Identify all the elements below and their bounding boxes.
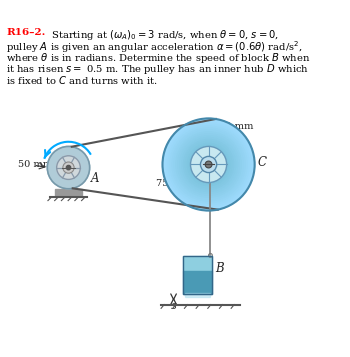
Text: Starting at $(\omega_A)_0 = 3$ rad/s, when $\theta = 0$, $s = 0$,: Starting at $(\omega_A)_0 = 3$ rad/s, wh… (45, 27, 279, 41)
Text: 150 mm: 150 mm (213, 121, 254, 131)
Circle shape (164, 120, 253, 208)
Text: R16–2.: R16–2. (6, 27, 46, 36)
Circle shape (172, 128, 245, 201)
Text: where $\theta$ is in radians. Determine the speed of block $B$ when: where $\theta$ is in radians. Determine … (6, 51, 311, 65)
Circle shape (170, 126, 247, 203)
Circle shape (205, 161, 212, 169)
Circle shape (199, 155, 218, 174)
Text: $s$: $s$ (170, 301, 177, 311)
Circle shape (197, 153, 220, 176)
Text: 75 mm: 75 mm (156, 178, 190, 188)
Circle shape (63, 162, 74, 173)
Bar (183, 256, 212, 271)
Text: pulley $A$ is given an angular acceleration $\alpha = (0.6\theta)$ rad/s$^2$,: pulley $A$ is given an angular accelerat… (6, 39, 303, 55)
Circle shape (203, 159, 214, 170)
Text: C: C (257, 156, 266, 170)
Circle shape (182, 137, 236, 191)
Circle shape (201, 157, 216, 172)
Circle shape (193, 149, 224, 180)
Text: A: A (91, 172, 100, 185)
Circle shape (166, 122, 251, 207)
Text: is fixed to $C$ and turns with it.: is fixed to $C$ and turns with it. (6, 74, 158, 86)
Circle shape (205, 161, 212, 168)
Circle shape (191, 147, 226, 182)
Circle shape (66, 165, 71, 170)
Bar (183, 256, 212, 294)
Bar (186, 293, 210, 297)
Text: it has risen $s =$ 0.5 m. The pulley has an inner hub $D$ which: it has risen $s =$ 0.5 m. The pulley has… (6, 62, 309, 76)
Text: B: B (216, 262, 224, 275)
Circle shape (180, 136, 237, 193)
Circle shape (57, 156, 80, 180)
Circle shape (174, 130, 243, 199)
Circle shape (188, 144, 230, 186)
Circle shape (47, 146, 90, 189)
Circle shape (206, 162, 210, 166)
Text: D: D (218, 159, 226, 168)
Circle shape (201, 156, 217, 172)
Bar (55, 189, 82, 196)
Bar (183, 271, 212, 294)
Circle shape (184, 140, 233, 190)
Circle shape (176, 132, 241, 197)
Circle shape (195, 151, 222, 178)
Circle shape (162, 119, 255, 211)
Circle shape (189, 145, 228, 184)
Text: 50 mm: 50 mm (18, 160, 52, 169)
Circle shape (168, 124, 249, 205)
Circle shape (190, 146, 227, 182)
Circle shape (186, 141, 232, 187)
Circle shape (178, 134, 239, 195)
